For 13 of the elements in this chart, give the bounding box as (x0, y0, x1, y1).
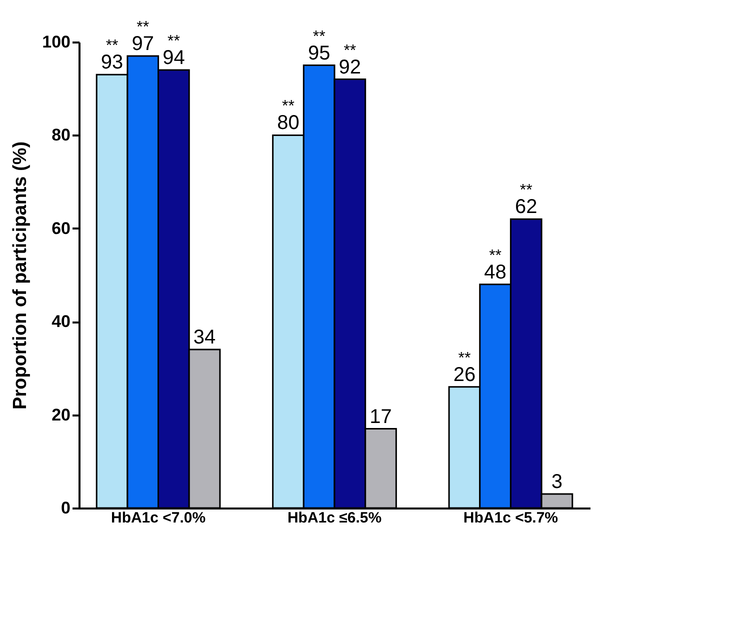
x-tick-label: HbA1c <5.7% (463, 510, 558, 526)
x-tick-label: HbA1c <7.0% (110, 510, 206, 526)
y-tick-label: 20 (52, 405, 70, 424)
y-axis-title: Proportion of participants (%) (10, 141, 32, 410)
data-label: 17 (370, 406, 392, 428)
y-tick-label: 80 (52, 126, 70, 145)
y-tick-label: 100 (42, 32, 70, 52)
y-tick-label: 0 (61, 498, 70, 518)
data-label: 3 (551, 471, 563, 494)
data-label: 34 (193, 326, 216, 349)
y-tick-label: 60 (52, 218, 70, 238)
x-tick-label: HbA1c ≤6.5% (287, 510, 382, 526)
y-tick-label: 40 (52, 312, 70, 332)
